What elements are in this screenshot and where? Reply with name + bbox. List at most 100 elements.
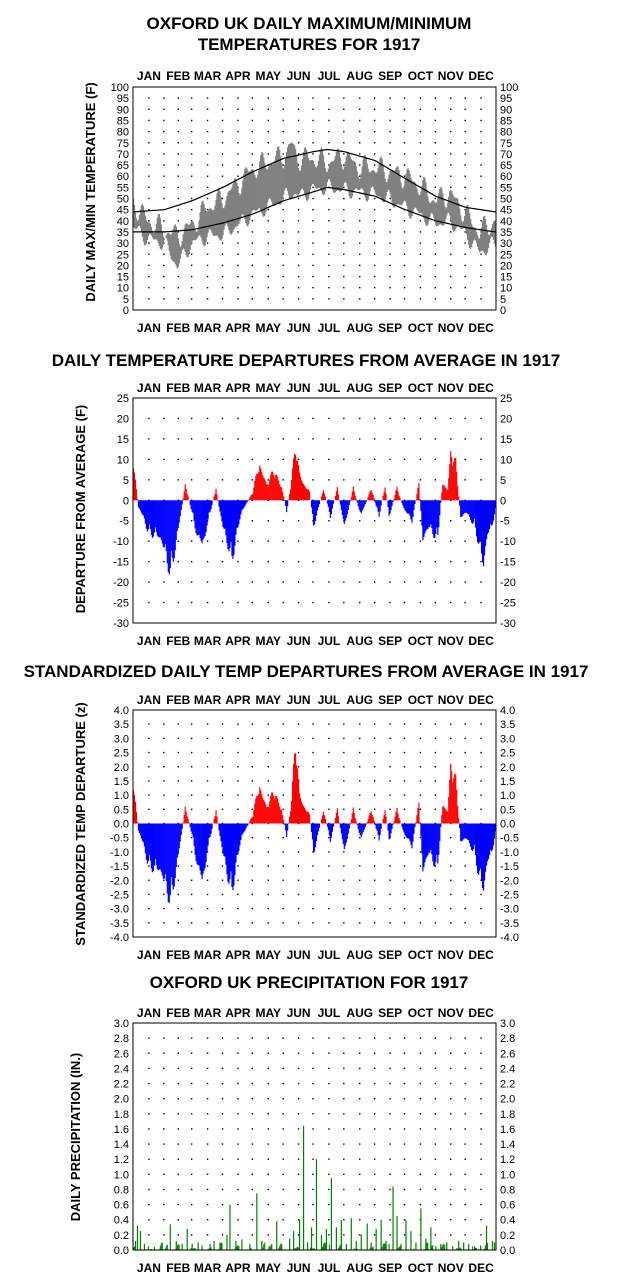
grid-dot: [389, 1143, 391, 1145]
grid-dot: [237, 1097, 239, 1100]
y-tick-label-right: -30: [500, 618, 516, 630]
grid-dot: [163, 417, 165, 420]
month-label-top: APR: [225, 381, 251, 395]
grid-dot: [163, 1188, 165, 1191]
grid-dot: [190, 119, 193, 122]
grid-dot: [419, 1082, 422, 1085]
grid-dot: [148, 108, 150, 110]
grid-dot: [206, 1067, 209, 1070]
grid-dot: [221, 499, 224, 501]
grid-dot: [464, 1097, 466, 1100]
grid-dot: [389, 879, 391, 881]
grid-dot: [221, 264, 224, 267]
grid-dot: [373, 130, 376, 133]
grid-dot: [190, 275, 193, 278]
grid-dot: [237, 1143, 239, 1145]
y-tick-label-left: 2.6: [114, 1048, 129, 1060]
y-tick-label-right: 100: [500, 82, 518, 94]
grid-dot: [434, 1097, 437, 1100]
month-label-bottom: APR: [225, 321, 251, 335]
grid-dot: [163, 1219, 165, 1221]
y-tick-label-left: 3.0: [114, 733, 129, 745]
grid-dot: [419, 438, 422, 440]
grid-dot: [251, 458, 254, 461]
grid-dot: [312, 723, 314, 725]
grid-dot: [373, 780, 376, 782]
grid-dot: [343, 298, 345, 300]
y-tick-label-left: 5: [123, 294, 129, 306]
standardized-plot-area: -4.0 -4.0 -3.5 -3.5 -3.0 -3.0 -2.5 -2.5 -2.0 -2.0…: [110, 693, 519, 962]
grid-dot: [328, 737, 330, 740]
departure-chart-title: DAILY TEMPERATURE DEPARTURES FROM AVERAG…: [52, 351, 561, 370]
grid-dot: [237, 737, 239, 740]
grid-dot: [221, 164, 224, 166]
grid-dot: [434, 264, 437, 267]
grid-dot: [190, 581, 193, 583]
y-tick-label-left: 20: [117, 413, 129, 425]
grid-dot: [403, 808, 406, 811]
grid-dot: [251, 922, 254, 924]
grid-dot: [163, 220, 165, 222]
grid-dot: [251, 780, 254, 782]
grid-dot: [297, 1188, 300, 1191]
y-tick-label-left: 1.0: [114, 790, 129, 802]
grid-dot: [450, 130, 452, 133]
grid-dot: [237, 879, 239, 881]
grid-dot: [359, 540, 361, 542]
grid-dot: [190, 601, 193, 604]
y-tick-label-right: -1.5: [500, 861, 519, 873]
grid-dot: [389, 242, 391, 244]
grid-dot: [237, 1234, 239, 1236]
grid-dot: [282, 780, 284, 782]
grid-dot: [343, 438, 345, 440]
grid-dot: [480, 766, 482, 768]
grid-dot: [359, 1082, 361, 1085]
grid-dot: [419, 893, 422, 896]
grid-dot: [373, 879, 376, 881]
grid-dot: [148, 922, 150, 924]
y-tick-label-right: 60: [500, 171, 512, 183]
grid-dot: [373, 479, 376, 481]
grid-dot: [328, 1037, 330, 1039]
grid-dot: [359, 1203, 361, 1206]
grid-dot: [148, 1052, 150, 1054]
grid-dot: [282, 1219, 284, 1221]
grid-dot: [190, 893, 193, 896]
grid-dot: [163, 438, 165, 440]
grid-dot: [480, 287, 482, 289]
grid-dot: [464, 1158, 466, 1160]
grid-dot: [450, 1158, 452, 1160]
month-label-bottom: DEC: [468, 634, 494, 648]
grid-dot: [177, 298, 179, 300]
grid-dot: [251, 275, 254, 278]
grid-dot: [403, 275, 406, 278]
grid-dot: [343, 97, 345, 99]
grid-dot: [177, 275, 179, 278]
grid-dot: [267, 879, 269, 881]
grid-dot: [221, 298, 224, 300]
grid-dot: [328, 208, 330, 211]
grid-dot: [419, 560, 422, 563]
grid-dot: [221, 922, 224, 924]
grid-dot: [373, 253, 376, 255]
grid-dot: [206, 479, 209, 481]
grid-dot: [190, 540, 193, 542]
grid-dot: [389, 97, 391, 99]
grid-dot: [221, 1203, 224, 1206]
grid-dot: [403, 879, 406, 881]
grid-dot: [190, 1052, 193, 1054]
grid-dot: [403, 723, 406, 725]
grid-dot: [373, 1173, 376, 1176]
grid-dot: [251, 220, 254, 222]
month-label-bottom: JAN: [137, 634, 161, 648]
grid-dot: [450, 520, 452, 522]
grid-dot: [177, 865, 179, 867]
grid-dot: [221, 540, 224, 542]
grid-dot: [221, 438, 224, 440]
grid-dot: [434, 458, 437, 461]
grid-dot: [450, 1037, 452, 1039]
grid-dot: [343, 1037, 345, 1039]
y-tick-label-left: 3.0: [114, 1018, 129, 1030]
grid-dot: [464, 275, 466, 278]
